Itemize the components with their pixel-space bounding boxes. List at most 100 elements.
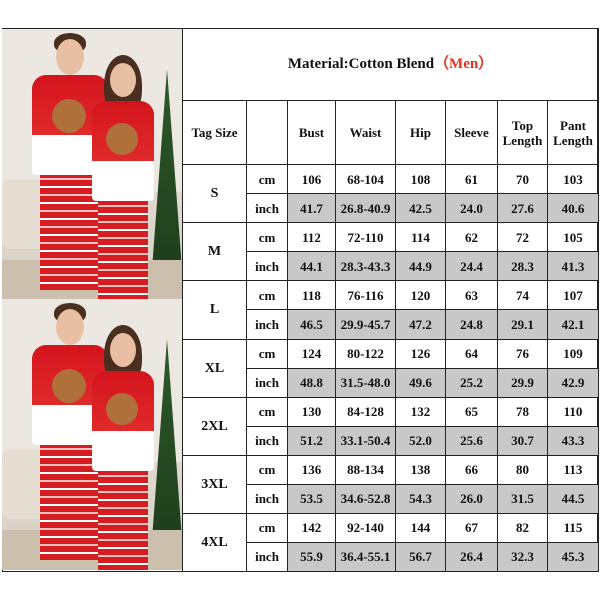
measurement-cell: 66 — [445, 454, 498, 485]
measurement-cell: 47.2 — [395, 309, 446, 340]
unit-cell: cm — [246, 222, 288, 253]
measurement-cell: 44.9 — [395, 251, 446, 282]
header-waist: Waist — [335, 100, 396, 166]
measurement-cell: 30.7 — [497, 425, 548, 456]
measurement-cell: 48.8 — [287, 367, 336, 398]
table-row-4xl-cm: 4XL cm 142 92-140 144 67 82 115 — [182, 512, 600, 573]
measurement-cell: 43.3 — [546, 425, 600, 456]
unit-cell: inch — [246, 193, 288, 224]
header-pant-length: Pant Length — [546, 100, 600, 166]
measurement-cell: 76-116 — [335, 280, 396, 311]
measurement-cell: 92-140 — [335, 512, 396, 543]
tag-size-cell: XL — [182, 338, 247, 398]
measurement-cell: 53.5 — [287, 483, 336, 514]
measurement-cell: 28.3-43.3 — [335, 251, 396, 282]
unit-cell: inch — [246, 309, 288, 340]
measurement-cell: 33.1-50.4 — [335, 425, 396, 456]
measurement-cell: 124 — [287, 338, 336, 369]
product-photo-bottom — [2, 299, 182, 570]
measurement-cell: 68-104 — [335, 164, 396, 195]
unit-cell: inch — [246, 367, 288, 398]
measurement-cell: 103 — [546, 164, 600, 195]
measurement-cell: 67 — [445, 512, 498, 543]
measurement-cell: 25.2 — [445, 367, 498, 398]
measurement-cell: 113 — [546, 454, 600, 485]
measurement-cell: 65 — [445, 396, 498, 427]
measurement-cell: 56.7 — [395, 541, 446, 573]
woman-in-pajamas — [90, 319, 156, 570]
measurement-cell: 46.5 — [287, 309, 336, 340]
measurement-cell: 25.6 — [445, 425, 498, 456]
measurement-cell: 108 — [395, 164, 446, 195]
measurement-cell: 114 — [395, 222, 446, 253]
header-sleeve: Sleeve — [445, 100, 498, 166]
unit-cell: cm — [246, 396, 288, 427]
measurement-cell: 110 — [546, 396, 600, 427]
measurement-cell: 31.5-48.0 — [335, 367, 396, 398]
man-in-pajamas — [30, 29, 110, 300]
unit-cell: inch — [246, 541, 288, 573]
table-row-s-inch: inch 41.7 26.8-40.9 42.5 24.0 27.6 40.6 — [183, 193, 600, 224]
measurement-cell: 105 — [546, 222, 600, 253]
measurement-cell: 34.6-52.8 — [335, 483, 396, 514]
unit-cell: cm — [246, 338, 288, 369]
measurement-cell: 26.8-40.9 — [335, 193, 396, 224]
measurement-cell: 106 — [287, 164, 336, 195]
measurement-cell: 42.1 — [546, 309, 600, 340]
measurement-cell: 62 — [445, 222, 498, 253]
tag-size-cell: S — [182, 164, 247, 224]
unit-cell: cm — [246, 454, 288, 485]
measurement-cell: 136 — [287, 454, 336, 485]
measurement-cell: 24.0 — [445, 193, 498, 224]
material-label: Material:Cotton Blend — [287, 56, 435, 73]
measurement-cell: 126 — [395, 338, 446, 369]
header-unit — [246, 100, 288, 166]
measurement-cell: 29.9-45.7 — [335, 309, 396, 340]
tag-size-cell: 2XL — [182, 396, 247, 456]
measurement-cell: 36.4-55.1 — [335, 541, 396, 573]
table-row-xl-cm: XL cm 124 80-122 126 64 76 109 — [182, 338, 600, 398]
table-title: Material:Cotton Blend（Men） — [181, 27, 600, 102]
measurement-cell: 64 — [445, 338, 498, 369]
measurement-cell: 107 — [546, 280, 600, 311]
measurement-cell: 76 — [497, 338, 548, 369]
unit-cell: inch — [246, 483, 288, 514]
table-row-m-inch: inch 44.1 28.3-43.3 44.9 24.4 28.3 41.3 — [183, 251, 600, 282]
unit-cell: cm — [246, 280, 288, 311]
unit-cell: cm — [246, 164, 288, 195]
measurement-cell: 55.9 — [287, 541, 336, 573]
header-hip: Hip — [395, 100, 446, 166]
measurement-cell: 44.5 — [546, 483, 600, 514]
measurement-cell: 49.6 — [395, 367, 446, 398]
measurement-cell: 130 — [287, 396, 336, 427]
measurement-cell: 41.7 — [287, 193, 336, 224]
gender-label: （Men） — [434, 56, 494, 73]
measurement-cell: 28.3 — [497, 251, 548, 282]
table-row-2xl-cm: 2XL cm 130 84-128 132 65 78 110 — [182, 396, 600, 456]
table-row-3xl-inch: inch 53.5 34.6-52.8 54.3 26.0 31.5 44.5 — [183, 483, 600, 514]
measurement-cell: 40.6 — [546, 193, 600, 224]
measurement-cell: 42.5 — [395, 193, 446, 224]
measurement-cell: 41.3 — [546, 251, 600, 282]
product-photo-top — [2, 29, 182, 300]
measurement-cell: 24.8 — [445, 309, 498, 340]
measurement-cell: 72-110 — [335, 222, 396, 253]
measurement-cell: 74 — [497, 280, 548, 311]
measurement-cell: 26.0 — [445, 483, 498, 514]
measurement-cell: 45.3 — [546, 541, 600, 573]
measurement-cell: 80-122 — [335, 338, 396, 369]
measurement-cell: 132 — [395, 396, 446, 427]
table-row-2xl-inch: inch 51.2 33.1-50.4 52.0 25.6 30.7 43.3 — [183, 425, 600, 456]
measurement-cell: 142 — [287, 512, 336, 543]
header-tag-size: Tag Size — [182, 100, 247, 166]
measurement-cell: 109 — [546, 338, 600, 369]
header-row: Tag Size Bust Waist Hip Sleeve Top Length… — [182, 100, 600, 166]
unit-cell: inch — [246, 425, 288, 456]
measurement-cell: 32.3 — [497, 541, 548, 573]
measurement-cell: 115 — [546, 512, 600, 543]
unit-cell: cm — [246, 512, 288, 543]
measurement-cell: 44.1 — [287, 251, 336, 282]
